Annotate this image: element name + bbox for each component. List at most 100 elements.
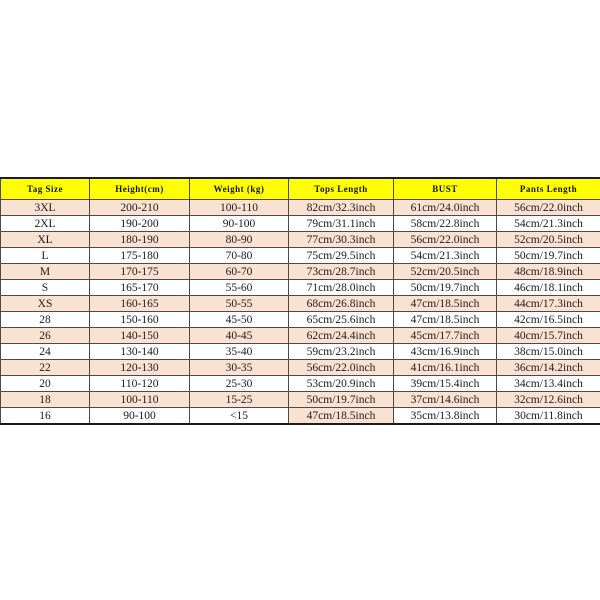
- table-body: 3XL 200-210 100-110 82cm/32.3inch 61cm/24.0i…: [0, 199, 600, 425]
- table-cell: 54cm/21.3inch: [496, 215, 600, 232]
- table-cell: 40cm/15.7inch: [496, 327, 600, 344]
- table-row-3xl: 3XL 200-210 100-110 82cm/32.3inch 61cm/24.0i…: [0, 199, 600, 216]
- table-cell: 170-175: [89, 263, 190, 280]
- header-row: Tag Size Height(cm) Weight (kg) Tops Length…: [0, 177, 600, 200]
- table-cell: 150-160: [89, 311, 190, 328]
- table-cell: 56cm/22.0inch: [393, 231, 497, 248]
- table-row-18: 18 100-110 15-25 50cm/19.7inch 37cm/14.6inch…: [0, 391, 600, 408]
- tag-size-cell: XL: [0, 231, 90, 248]
- table-cell: 79cm/31.1inch: [288, 215, 394, 232]
- table-cell: 175-180: [89, 247, 190, 264]
- table-cell: 35-40: [189, 343, 289, 360]
- table-cell: 36cm/14.2inch: [496, 359, 600, 376]
- table-cell: 54cm/21.3inch: [393, 247, 497, 264]
- table-cell: 52cm/20.5inch: [393, 263, 497, 280]
- table-cell: 58cm/22.8inch: [393, 215, 497, 232]
- tag-size-cell: 18: [0, 391, 90, 408]
- table-cell: 59cm/23.2inch: [288, 343, 394, 360]
- table-cell: 68cm/26.8inch: [288, 295, 394, 312]
- table-cell: 180-190: [89, 231, 190, 248]
- size-chart-table: Tag Size Height(cm) Weight (kg) Tops Length…: [0, 177, 600, 425]
- table-cell: 45-50: [189, 311, 289, 328]
- table-cell: 70-80: [189, 247, 289, 264]
- tag-size-cell: 16: [0, 407, 90, 425]
- table-cell: 32cm/12.6inch: [496, 391, 600, 408]
- header-cell-height-cm-: Height(cm): [89, 177, 190, 200]
- table-cell: 42cm/16.5inch: [496, 311, 600, 328]
- table-cell: 41cm/16.1inch: [393, 359, 497, 376]
- table-cell: 53cm/20.9inch: [288, 375, 394, 392]
- table-cell: 43cm/16.9inch: [393, 343, 497, 360]
- table-cell: 50cm/19.7inch: [393, 279, 497, 296]
- table-header: Tag Size Height(cm) Weight (kg) Tops Length…: [0, 177, 600, 200]
- header-cell-weight-kg-: Weight (kg): [189, 177, 289, 200]
- table-cell: 30-35: [189, 359, 289, 376]
- table-cell: 25-30: [189, 375, 289, 392]
- tag-size-cell: M: [0, 263, 90, 280]
- table-cell: 120-130: [89, 359, 190, 376]
- table-row-2xl: 2XL 190-200 90-100 79cm/31.1inch 58cm/22.8in…: [0, 215, 600, 232]
- table-cell: 39cm/15.4inch: [393, 375, 497, 392]
- table-cell: 165-170: [89, 279, 190, 296]
- table-cell: 46cm/18.1inch: [496, 279, 600, 296]
- tag-size-cell: XS: [0, 295, 90, 312]
- table-cell: 90-100: [89, 407, 190, 425]
- table-cell: 140-150: [89, 327, 190, 344]
- table-cell: 55-60: [189, 279, 289, 296]
- table-cell: 44cm/17.3inch: [496, 295, 600, 312]
- table-cell: 65cm/25.6inch: [288, 311, 394, 328]
- table-cell: 77cm/30.3inch: [288, 231, 394, 248]
- table-cell: 47cm/18.5inch: [393, 311, 497, 328]
- table-cell: 110-120: [89, 375, 190, 392]
- table-cell: 90-100: [189, 215, 289, 232]
- table-cell: 56cm/22.0inch: [288, 359, 394, 376]
- table-cell: 30cm/11.8inch: [496, 407, 600, 425]
- tag-size-cell: 3XL: [0, 199, 90, 216]
- table-cell: 34cm/13.4inch: [496, 375, 600, 392]
- table-row-l: L 175-180 70-80 75cm/29.5inch 54cm/21.3inch 5…: [0, 247, 600, 264]
- table-cell: 100-110: [89, 391, 190, 408]
- table-row-16: 16 90-100 <15 47cm/18.5inch 35cm/13.8inch 30c…: [0, 407, 600, 425]
- tag-size-cell: 2XL: [0, 215, 90, 232]
- table-cell: 50cm/19.7inch: [288, 391, 394, 408]
- table-cell: 47cm/18.5inch: [288, 407, 394, 425]
- header-cell-bust: BUST: [393, 177, 497, 200]
- header-cell-tops-length: Tops Length: [288, 177, 394, 200]
- table-cell: 37cm/14.6inch: [393, 391, 497, 408]
- table-cell: 50cm/19.7inch: [496, 247, 600, 264]
- table-cell: 62cm/24.4inch: [288, 327, 394, 344]
- table-cell: 56cm/22.0inch: [496, 199, 600, 216]
- table-row-26: 26 140-150 40-45 62cm/24.4inch 45cm/17.7inch…: [0, 327, 600, 344]
- table-cell: 38cm/15.0inch: [496, 343, 600, 360]
- table-cell: 47cm/18.5inch: [393, 295, 497, 312]
- header-cell-pants-length: Pants Length: [496, 177, 600, 200]
- tag-size-cell: 22: [0, 359, 90, 376]
- tag-size-cell: 20: [0, 375, 90, 392]
- table-cell: 200-210: [89, 199, 190, 216]
- tag-size-cell: 24: [0, 343, 90, 360]
- table-cell: 100-110: [189, 199, 289, 216]
- table-cell: 80-90: [189, 231, 289, 248]
- table-row-22: 22 120-130 30-35 56cm/22.0inch 41cm/16.1inch…: [0, 359, 600, 376]
- table-cell: 73cm/28.7inch: [288, 263, 394, 280]
- table-cell: 75cm/29.5inch: [288, 247, 394, 264]
- table-row-24: 24 130-140 35-40 59cm/23.2inch 43cm/16.9inch…: [0, 343, 600, 360]
- table-cell: 160-165: [89, 295, 190, 312]
- table-cell: 71cm/28.0inch: [288, 279, 394, 296]
- table-row-28: 28 150-160 45-50 65cm/25.6inch 47cm/18.5inch…: [0, 311, 600, 328]
- tag-size-cell: S: [0, 279, 90, 296]
- table-cell: 35cm/13.8inch: [393, 407, 497, 425]
- tag-size-cell: 26: [0, 327, 90, 344]
- table-row-20: 20 110-120 25-30 53cm/20.9inch 39cm/15.4inch…: [0, 375, 600, 392]
- table-cell: 61cm/24.0inch: [393, 199, 497, 216]
- table-cell: <15: [189, 407, 289, 425]
- table-row-m: M 170-175 60-70 73cm/28.7inch 52cm/20.5inch 4…: [0, 263, 600, 280]
- table-cell: 82cm/32.3inch: [288, 199, 394, 216]
- table-cell: 190-200: [89, 215, 190, 232]
- table-cell: 130-140: [89, 343, 190, 360]
- table-cell: 48cm/18.9inch: [496, 263, 600, 280]
- table-row-s: S 165-170 55-60 71cm/28.0inch 50cm/19.7inch 4…: [0, 279, 600, 296]
- table-row-xs: XS 160-165 50-55 68cm/26.8inch 47cm/18.5inch…: [0, 295, 600, 312]
- table-cell: 60-70: [189, 263, 289, 280]
